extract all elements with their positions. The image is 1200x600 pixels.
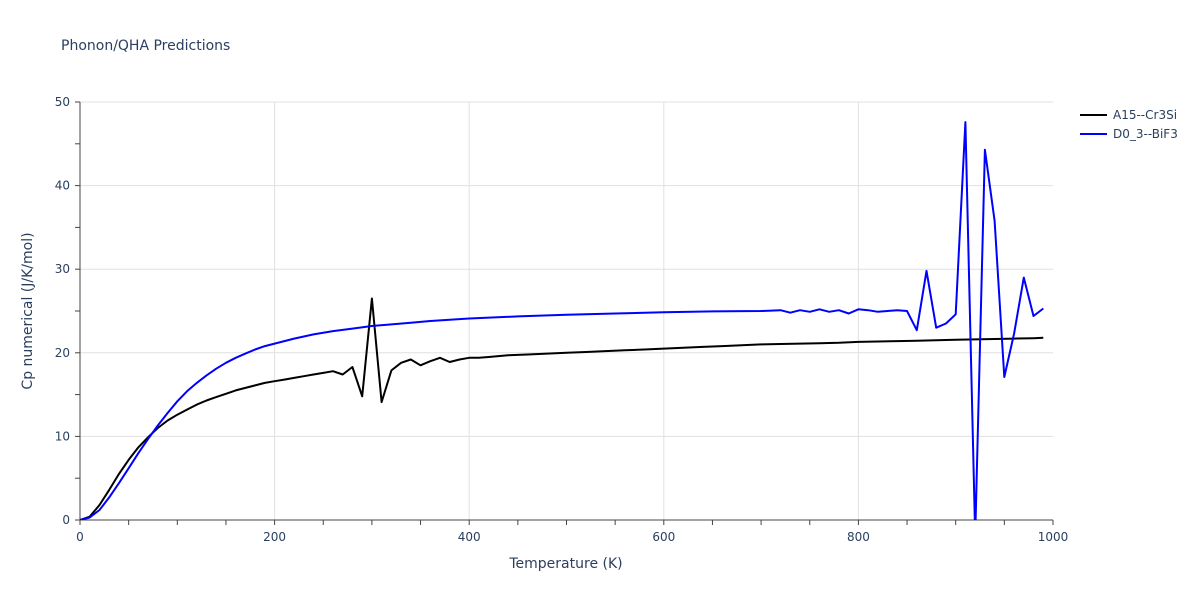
x-tick-label: 1000: [1038, 530, 1069, 544]
axes: [75, 101, 1054, 525]
series-lines: [80, 121, 1044, 520]
legend-item[interactable]: D0_3--BiF3: [1080, 127, 1178, 141]
y-tick-label: 10: [55, 429, 70, 443]
x-tick-label: 200: [263, 530, 286, 544]
x-tick-label: 600: [652, 530, 675, 544]
legend-label: A15--Cr3Si: [1113, 108, 1177, 122]
x-tick-labels: 0 200 400 600 800 1000: [76, 530, 1068, 544]
x-tick-label: 400: [458, 530, 481, 544]
y-axis-title: Cp numerical (J/K/mol): [20, 232, 36, 389]
y-tick-label: 20: [55, 346, 70, 360]
y-tick-label: 30: [55, 262, 70, 276]
legend-label: D0_3--BiF3: [1113, 127, 1178, 141]
x-gridlines: [274, 102, 859, 520]
y-tick-label: 0: [62, 513, 70, 527]
y-tick-label: 50: [55, 95, 70, 109]
y-gridlines: [80, 101, 1053, 437]
legend-item[interactable]: A15--Cr3Si: [1080, 108, 1177, 122]
x-tick-label: 0: [76, 530, 84, 544]
chart-title: Phonon/QHA Predictions: [61, 38, 230, 54]
y-tick-labels: 0 10 20 30 40 50: [55, 95, 70, 527]
legend[interactable]: A15--Cr3Si D0_3--BiF3: [1080, 108, 1178, 141]
series-line-1: [80, 121, 1044, 520]
series-line-0: [80, 297, 1044, 520]
y-tick-label: 40: [55, 179, 70, 193]
x-tick-label: 800: [847, 530, 870, 544]
x-axis-title: Temperature (K): [508, 556, 622, 572]
